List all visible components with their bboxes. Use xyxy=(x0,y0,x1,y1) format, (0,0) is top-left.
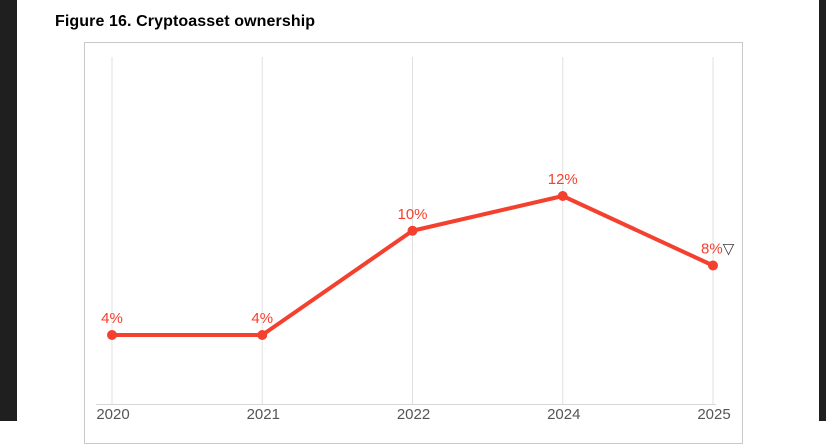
viewer-right-edge-bar xyxy=(819,0,826,421)
data-label: 4% xyxy=(101,310,123,327)
data-point-marker xyxy=(257,330,268,340)
data-label: 4% xyxy=(251,310,273,327)
figure-title: Figure 16. Cryptoasset ownership xyxy=(55,13,316,30)
data-label: 12% xyxy=(548,171,578,188)
data-point-marker xyxy=(407,225,418,236)
data-label: 10% xyxy=(397,206,427,223)
chart-panel: 4% 4% 10% 12% 8%▽ 2020 2021 2022 2024 2025 xyxy=(84,42,743,444)
data-point-marker xyxy=(708,260,718,271)
line-chart: 4% 4% 10% 12% 8%▽ xyxy=(96,57,735,405)
data-label: 8%▽ xyxy=(701,241,735,258)
decrease-indicator-icon: ▽ xyxy=(723,241,735,258)
viewer-left-edge-bar xyxy=(0,0,17,421)
data-point-marker xyxy=(557,191,568,201)
data-point-marker xyxy=(107,330,117,340)
